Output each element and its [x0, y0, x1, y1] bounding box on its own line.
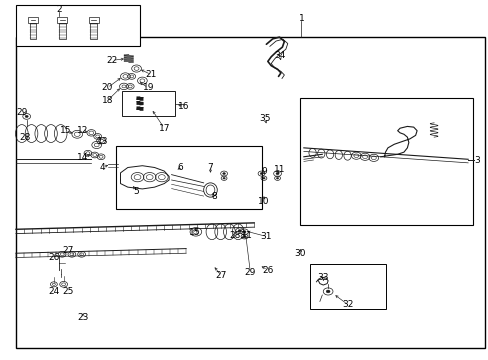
- Bar: [57, 18, 67, 23]
- Text: 8: 8: [210, 192, 216, 201]
- Circle shape: [262, 177, 264, 179]
- Text: 10: 10: [258, 197, 269, 206]
- Text: 2831: 2831: [229, 231, 251, 240]
- Text: 23: 23: [77, 313, 89, 322]
- Bar: [59, 23, 65, 39]
- Text: 11: 11: [274, 166, 285, 175]
- Text: 14: 14: [77, 153, 89, 162]
- Text: 13: 13: [97, 137, 108, 146]
- Circle shape: [275, 172, 279, 175]
- Circle shape: [276, 177, 278, 179]
- Circle shape: [243, 235, 245, 238]
- Text: 29: 29: [16, 108, 27, 117]
- Text: 1: 1: [298, 14, 304, 23]
- Circle shape: [25, 115, 28, 118]
- Text: 16: 16: [178, 102, 189, 111]
- Text: 9: 9: [261, 167, 266, 176]
- Text: 17: 17: [158, 124, 170, 133]
- Bar: [116, 146, 261, 208]
- Text: 7: 7: [207, 163, 213, 172]
- Text: 2: 2: [56, 5, 61, 14]
- Text: 15: 15: [189, 228, 200, 237]
- Text: 35: 35: [259, 114, 270, 123]
- Text: 3: 3: [473, 156, 479, 165]
- Text: 5: 5: [133, 187, 139, 196]
- Circle shape: [223, 177, 225, 179]
- Circle shape: [243, 231, 245, 233]
- Circle shape: [325, 290, 329, 293]
- Bar: [90, 23, 97, 39]
- Text: 15: 15: [60, 126, 71, 135]
- Text: 33: 33: [317, 273, 328, 282]
- Text: 29: 29: [244, 268, 256, 277]
- Text: 27: 27: [62, 246, 74, 255]
- Text: 31: 31: [260, 232, 272, 241]
- Text: 22: 22: [106, 56, 118, 65]
- Text: 32: 32: [341, 300, 352, 309]
- Text: 21: 21: [145, 70, 157, 79]
- Text: 20: 20: [102, 83, 113, 92]
- Text: 24: 24: [48, 287, 60, 296]
- Text: 28: 28: [19, 133, 30, 142]
- Bar: [122, 91, 175, 116]
- Text: 12: 12: [77, 126, 89, 135]
- Text: 25: 25: [62, 287, 74, 296]
- Bar: [16, 5, 140, 46]
- Bar: [89, 18, 99, 23]
- Text: 30: 30: [294, 249, 305, 258]
- Text: 6: 6: [177, 163, 183, 172]
- Circle shape: [260, 172, 263, 175]
- Text: 19: 19: [142, 83, 154, 92]
- Circle shape: [222, 172, 225, 175]
- Circle shape: [238, 230, 241, 232]
- Bar: [16, 37, 484, 348]
- Text: 34: 34: [273, 51, 285, 60]
- Text: 18: 18: [102, 96, 113, 105]
- Text: 26: 26: [262, 266, 273, 275]
- Text: 26: 26: [48, 253, 60, 262]
- Bar: [28, 18, 38, 23]
- Bar: [30, 23, 36, 39]
- Text: 27: 27: [215, 271, 226, 280]
- Bar: [309, 264, 385, 309]
- Text: 4: 4: [100, 163, 105, 172]
- Bar: [300, 98, 472, 225]
